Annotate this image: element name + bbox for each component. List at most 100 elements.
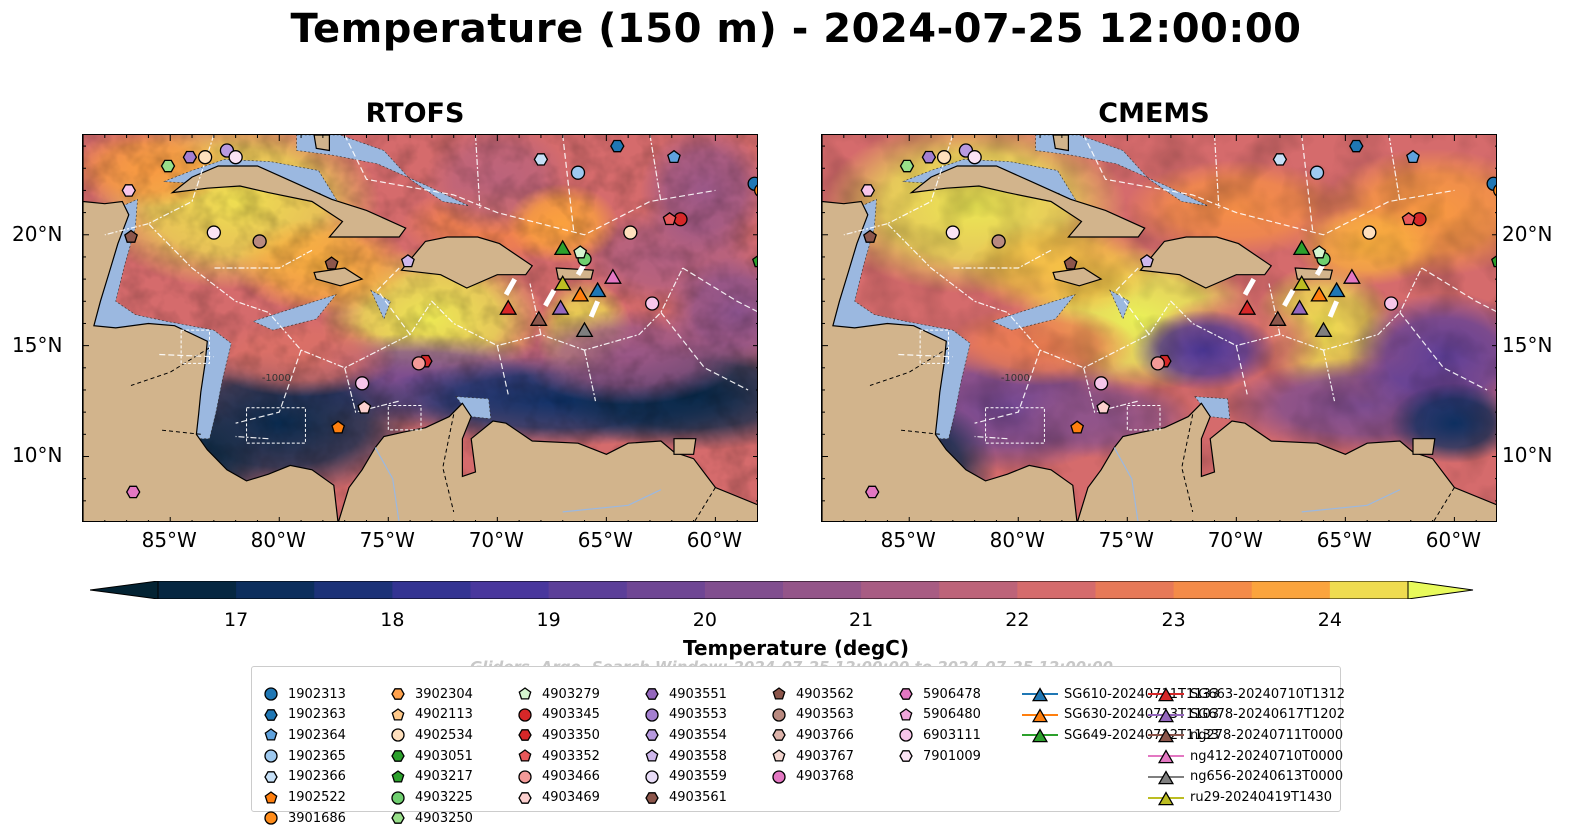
- float-marker[interactable]: [662, 212, 677, 226]
- glider-marker[interactable]: [1327, 281, 1346, 298]
- float-marker[interactable]: [1096, 400, 1111, 414]
- legend-marker-icon: [264, 790, 278, 804]
- float-marker[interactable]: [899, 159, 915, 173]
- colorbar-bin: [236, 581, 315, 599]
- float-marker[interactable]: [1362, 225, 1377, 240]
- float-marker[interactable]: [1309, 165, 1325, 180]
- legend-marker-icon: [1148, 728, 1184, 743]
- float-marker[interactable]: [1493, 184, 1497, 197]
- glider-marker[interactable]: [529, 310, 548, 326]
- float-marker[interactable]: [533, 153, 549, 166]
- legend-label: 4903225: [415, 790, 473, 805]
- legend-item: 4903768: [768, 767, 854, 787]
- glider-marker[interactable]: [553, 275, 572, 291]
- legend-label: 4903217: [415, 769, 473, 785]
- float-marker[interactable]: [1150, 356, 1165, 371]
- float-marker[interactable]: [623, 225, 638, 240]
- float-marker[interactable]: [673, 212, 688, 227]
- glider-marker[interactable]: [1310, 286, 1329, 302]
- float-marker[interactable]: [752, 255, 758, 268]
- float-marker[interactable]: [864, 485, 880, 499]
- lat-tick-label-right: 10°N: [1502, 443, 1553, 468]
- float-marker[interactable]: [121, 184, 137, 197]
- float-marker[interactable]: [573, 245, 588, 259]
- legend-label: 4903767: [796, 748, 854, 764]
- legend-marker-icon: [518, 770, 532, 784]
- glider-marker[interactable]: [499, 299, 518, 315]
- legend-marker-icon: [264, 811, 278, 825]
- legend-label: 4903562: [796, 686, 854, 702]
- legend-label: 1902365: [288, 748, 346, 764]
- legend-item: 4903345: [514, 705, 600, 725]
- float-marker[interactable]: [1070, 420, 1085, 434]
- legend-label: 4902534: [415, 727, 473, 743]
- lon-tick-label: 75°W: [359, 528, 415, 552]
- legend-item: 4903466: [514, 767, 600, 787]
- glider-marker[interactable]: [588, 281, 607, 298]
- float-marker[interactable]: [1312, 245, 1327, 259]
- float-marker[interactable]: [1383, 296, 1399, 311]
- legend-item: 5906480: [895, 705, 981, 725]
- float-marker[interactable]: [354, 376, 370, 391]
- float-marker[interactable]: [754, 184, 758, 197]
- legend-item: 4903350: [514, 725, 600, 745]
- float-marker[interactable]: [182, 150, 198, 164]
- legend-marker-icon: [772, 749, 786, 762]
- float-marker[interactable]: [124, 229, 138, 243]
- float-marker[interactable]: [228, 150, 243, 165]
- float-marker[interactable]: [1412, 212, 1427, 227]
- float-marker[interactable]: [1491, 255, 1497, 268]
- float-marker[interactable]: [863, 229, 877, 243]
- float-marker[interactable]: [1063, 256, 1078, 270]
- float-marker[interactable]: [160, 159, 176, 173]
- glider-marker[interactable]: [553, 239, 572, 256]
- colorbar-extend-max: [1407, 580, 1474, 600]
- float-marker[interactable]: [667, 149, 681, 164]
- float-marker[interactable]: [921, 150, 937, 164]
- float-marker[interactable]: [197, 150, 213, 165]
- legend-marker-icon: [899, 728, 913, 743]
- glider-marker[interactable]: [551, 299, 570, 315]
- float-marker[interactable]: [1139, 254, 1154, 268]
- float-marker[interactable]: [1093, 376, 1109, 391]
- float-marker[interactable]: [125, 485, 141, 499]
- legend-marker-icon: [772, 687, 786, 700]
- glider-marker[interactable]: [603, 268, 622, 284]
- glider-marker[interactable]: [1268, 310, 1287, 326]
- float-marker[interactable]: [945, 225, 960, 240]
- float-marker[interactable]: [411, 356, 426, 371]
- float-marker[interactable]: [610, 139, 625, 153]
- map-panel-rtofs[interactable]: -1000: [82, 134, 758, 522]
- legend-label: 4903561: [669, 790, 727, 805]
- legend-marker-icon: [772, 729, 786, 742]
- float-marker[interactable]: [1401, 212, 1416, 226]
- legend-marker-icon: [1148, 770, 1184, 785]
- glider-marker[interactable]: [1292, 239, 1311, 256]
- legend-marker-icon: [1022, 728, 1058, 743]
- float-marker[interactable]: [936, 150, 952, 165]
- legend-item: SG663-20240710T1312: [1148, 684, 1345, 704]
- float-marker[interactable]: [206, 225, 221, 240]
- glider-marker[interactable]: [1292, 275, 1311, 291]
- float-marker[interactable]: [324, 256, 339, 270]
- glider-marker[interactable]: [1314, 321, 1333, 338]
- float-marker[interactable]: [1272, 153, 1288, 166]
- glider-marker[interactable]: [575, 321, 594, 338]
- glider-marker[interactable]: [1290, 299, 1309, 315]
- float-marker[interactable]: [644, 296, 660, 311]
- float-marker[interactable]: [991, 234, 1006, 249]
- map-panel-cmems[interactable]: -1000: [821, 134, 1497, 522]
- float-marker[interactable]: [331, 420, 346, 434]
- float-marker[interactable]: [570, 165, 586, 180]
- float-marker[interactable]: [252, 234, 267, 249]
- float-marker[interactable]: [1349, 139, 1364, 153]
- float-marker[interactable]: [1406, 149, 1420, 164]
- glider-marker[interactable]: [1342, 268, 1361, 284]
- glider-marker[interactable]: [571, 286, 590, 302]
- float-marker[interactable]: [860, 184, 876, 197]
- float-marker[interactable]: [400, 254, 415, 268]
- glider-marker[interactable]: [1238, 299, 1257, 315]
- float-marker[interactable]: [357, 400, 372, 414]
- colorbar-tick-label: 21: [849, 609, 874, 631]
- float-marker[interactable]: [967, 150, 982, 165]
